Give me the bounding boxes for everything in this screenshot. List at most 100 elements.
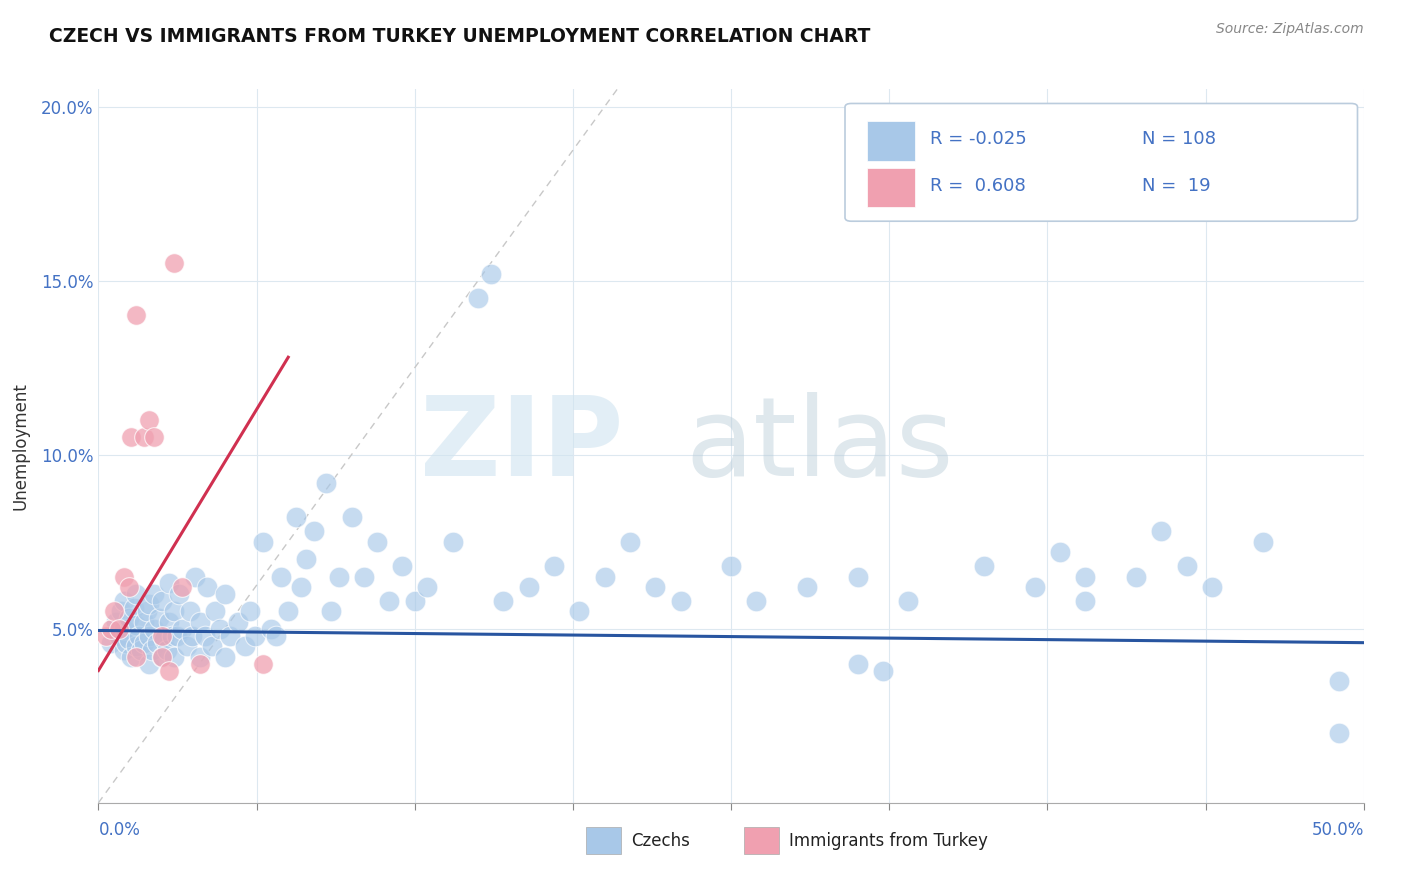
Point	[120, 649, 142, 664]
Point	[170, 622, 193, 636]
Point	[107, 629, 129, 643]
Text: R =  0.608: R = 0.608	[929, 177, 1025, 194]
Point	[973, 559, 995, 574]
Point	[239, 604, 262, 618]
Point	[176, 639, 198, 653]
Point	[245, 629, 267, 643]
Point	[1125, 569, 1147, 583]
Point	[188, 657, 211, 671]
Text: Immigrants from Turkey: Immigrants from Turkey	[789, 831, 988, 849]
Point	[112, 594, 135, 608]
Point	[132, 615, 155, 629]
Point	[118, 580, 141, 594]
Point	[118, 611, 141, 625]
Point	[353, 569, 375, 583]
Point	[796, 580, 818, 594]
Point	[195, 580, 218, 594]
Point	[128, 629, 150, 643]
Point	[112, 642, 135, 657]
Point	[720, 559, 742, 574]
Point	[302, 524, 325, 539]
Point	[321, 604, 343, 618]
Point	[94, 629, 117, 643]
Point	[543, 559, 565, 574]
Point	[141, 642, 163, 657]
Point	[593, 569, 616, 583]
Point	[1302, 128, 1324, 142]
Point	[404, 594, 426, 608]
Point	[163, 604, 186, 618]
Bar	[866, 168, 914, 207]
Point	[107, 622, 129, 636]
Point	[233, 639, 256, 653]
Point	[100, 622, 122, 636]
Point	[125, 618, 148, 632]
Point	[160, 629, 183, 643]
Point	[219, 629, 242, 643]
Point	[135, 604, 157, 618]
Point	[270, 569, 292, 583]
Point	[156, 642, 179, 657]
Point	[138, 413, 160, 427]
Text: N =  19: N = 19	[1142, 177, 1211, 194]
Bar	[585, 827, 621, 855]
Point	[157, 664, 180, 678]
Point	[1201, 580, 1223, 594]
Point	[745, 594, 768, 608]
Point	[226, 615, 249, 629]
Point	[122, 600, 145, 615]
Point	[315, 475, 337, 490]
Point	[290, 580, 312, 594]
Point	[872, 664, 894, 678]
Point	[170, 580, 193, 594]
Point	[132, 635, 155, 649]
Point	[138, 598, 160, 612]
Point	[328, 569, 350, 583]
Point	[1074, 594, 1097, 608]
Point	[145, 635, 167, 649]
Point	[150, 649, 173, 664]
Point	[252, 657, 274, 671]
Point	[284, 510, 307, 524]
Point	[619, 534, 641, 549]
Point	[259, 622, 281, 636]
Point	[157, 615, 180, 629]
Point	[492, 594, 515, 608]
Point	[194, 629, 217, 643]
Point	[277, 604, 299, 618]
Point	[1150, 524, 1173, 539]
Point	[125, 639, 148, 653]
Point	[378, 594, 401, 608]
Point	[181, 629, 204, 643]
Point	[112, 569, 135, 583]
Point	[125, 309, 148, 323]
Point	[150, 594, 173, 608]
Point	[295, 552, 318, 566]
Text: Source: ZipAtlas.com: Source: ZipAtlas.com	[1216, 22, 1364, 37]
Point	[366, 534, 388, 549]
Point	[204, 604, 226, 618]
Point	[115, 635, 138, 649]
Point	[1024, 580, 1046, 594]
Point	[100, 635, 122, 649]
Point	[132, 430, 155, 444]
Bar	[866, 121, 914, 161]
Point	[1251, 534, 1274, 549]
Text: N = 108: N = 108	[1142, 130, 1216, 148]
Point	[1327, 726, 1350, 740]
Point	[103, 604, 125, 618]
Point	[264, 629, 287, 643]
Point	[252, 534, 274, 549]
Point	[479, 267, 502, 281]
Text: ZIP: ZIP	[420, 392, 623, 500]
Point	[112, 622, 135, 636]
Point	[208, 622, 231, 636]
Point	[163, 649, 186, 664]
Point	[120, 430, 142, 444]
Point	[163, 256, 186, 270]
Point	[179, 604, 201, 618]
Point	[846, 569, 869, 583]
Point	[131, 642, 153, 657]
Point	[644, 580, 666, 594]
Point	[214, 587, 236, 601]
